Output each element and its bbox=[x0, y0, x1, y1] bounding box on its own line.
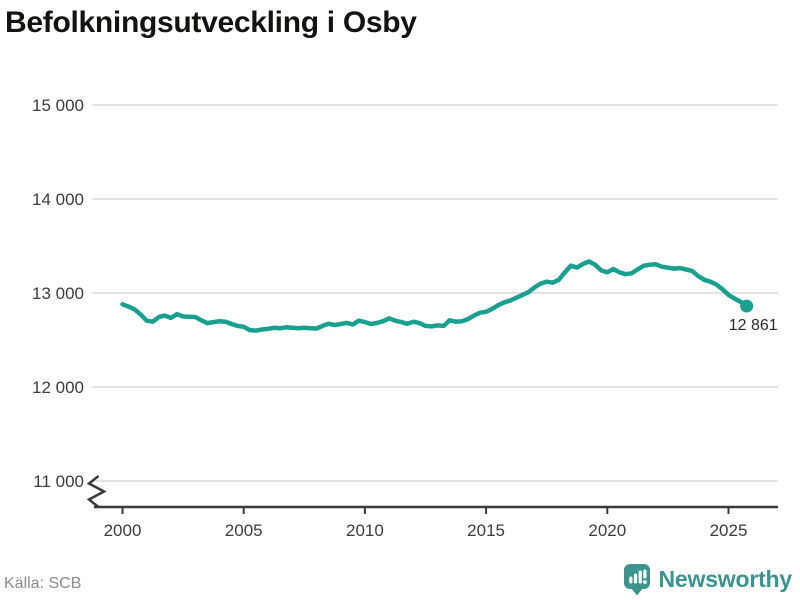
newsworthy-logo: Newsworthy bbox=[622, 563, 792, 596]
latest-point-marker bbox=[740, 299, 754, 313]
latest-value-label: 12 861 bbox=[729, 317, 778, 334]
source-caption: Källa: SCB bbox=[4, 575, 82, 592]
y-axis-label: 11 000 bbox=[33, 472, 84, 491]
y-axis-label: 13 000 bbox=[32, 284, 84, 303]
x-axis: 2000 2005 2010 2015 2020 2025 bbox=[86, 475, 778, 540]
grid-lines bbox=[92, 104, 778, 482]
x-axis-label: 2005 bbox=[225, 521, 263, 540]
x-axis-label: 2025 bbox=[710, 521, 748, 540]
newsworthy-logo-icon bbox=[623, 564, 650, 596]
x-axis-label: 2010 bbox=[346, 521, 384, 540]
chart-title: Befolkningsutveckling i Osby bbox=[5, 6, 417, 39]
x-axis-label: 2000 bbox=[104, 521, 142, 540]
y-axis-label: 14 000 bbox=[32, 190, 84, 209]
newsworthy-logo-text: Newsworthy bbox=[658, 566, 793, 592]
y-axis-label: 15 000 bbox=[32, 96, 84, 115]
x-axis-label: 2020 bbox=[588, 521, 626, 540]
x-axis-label: 2015 bbox=[467, 521, 505, 540]
axis-break-icon bbox=[86, 475, 107, 508]
population-line bbox=[120, 259, 749, 333]
y-axis-label: 12 000 bbox=[32, 378, 84, 397]
y-axis-labels: 15 000 14 000 13 000 12 000 11 000 bbox=[32, 96, 84, 491]
